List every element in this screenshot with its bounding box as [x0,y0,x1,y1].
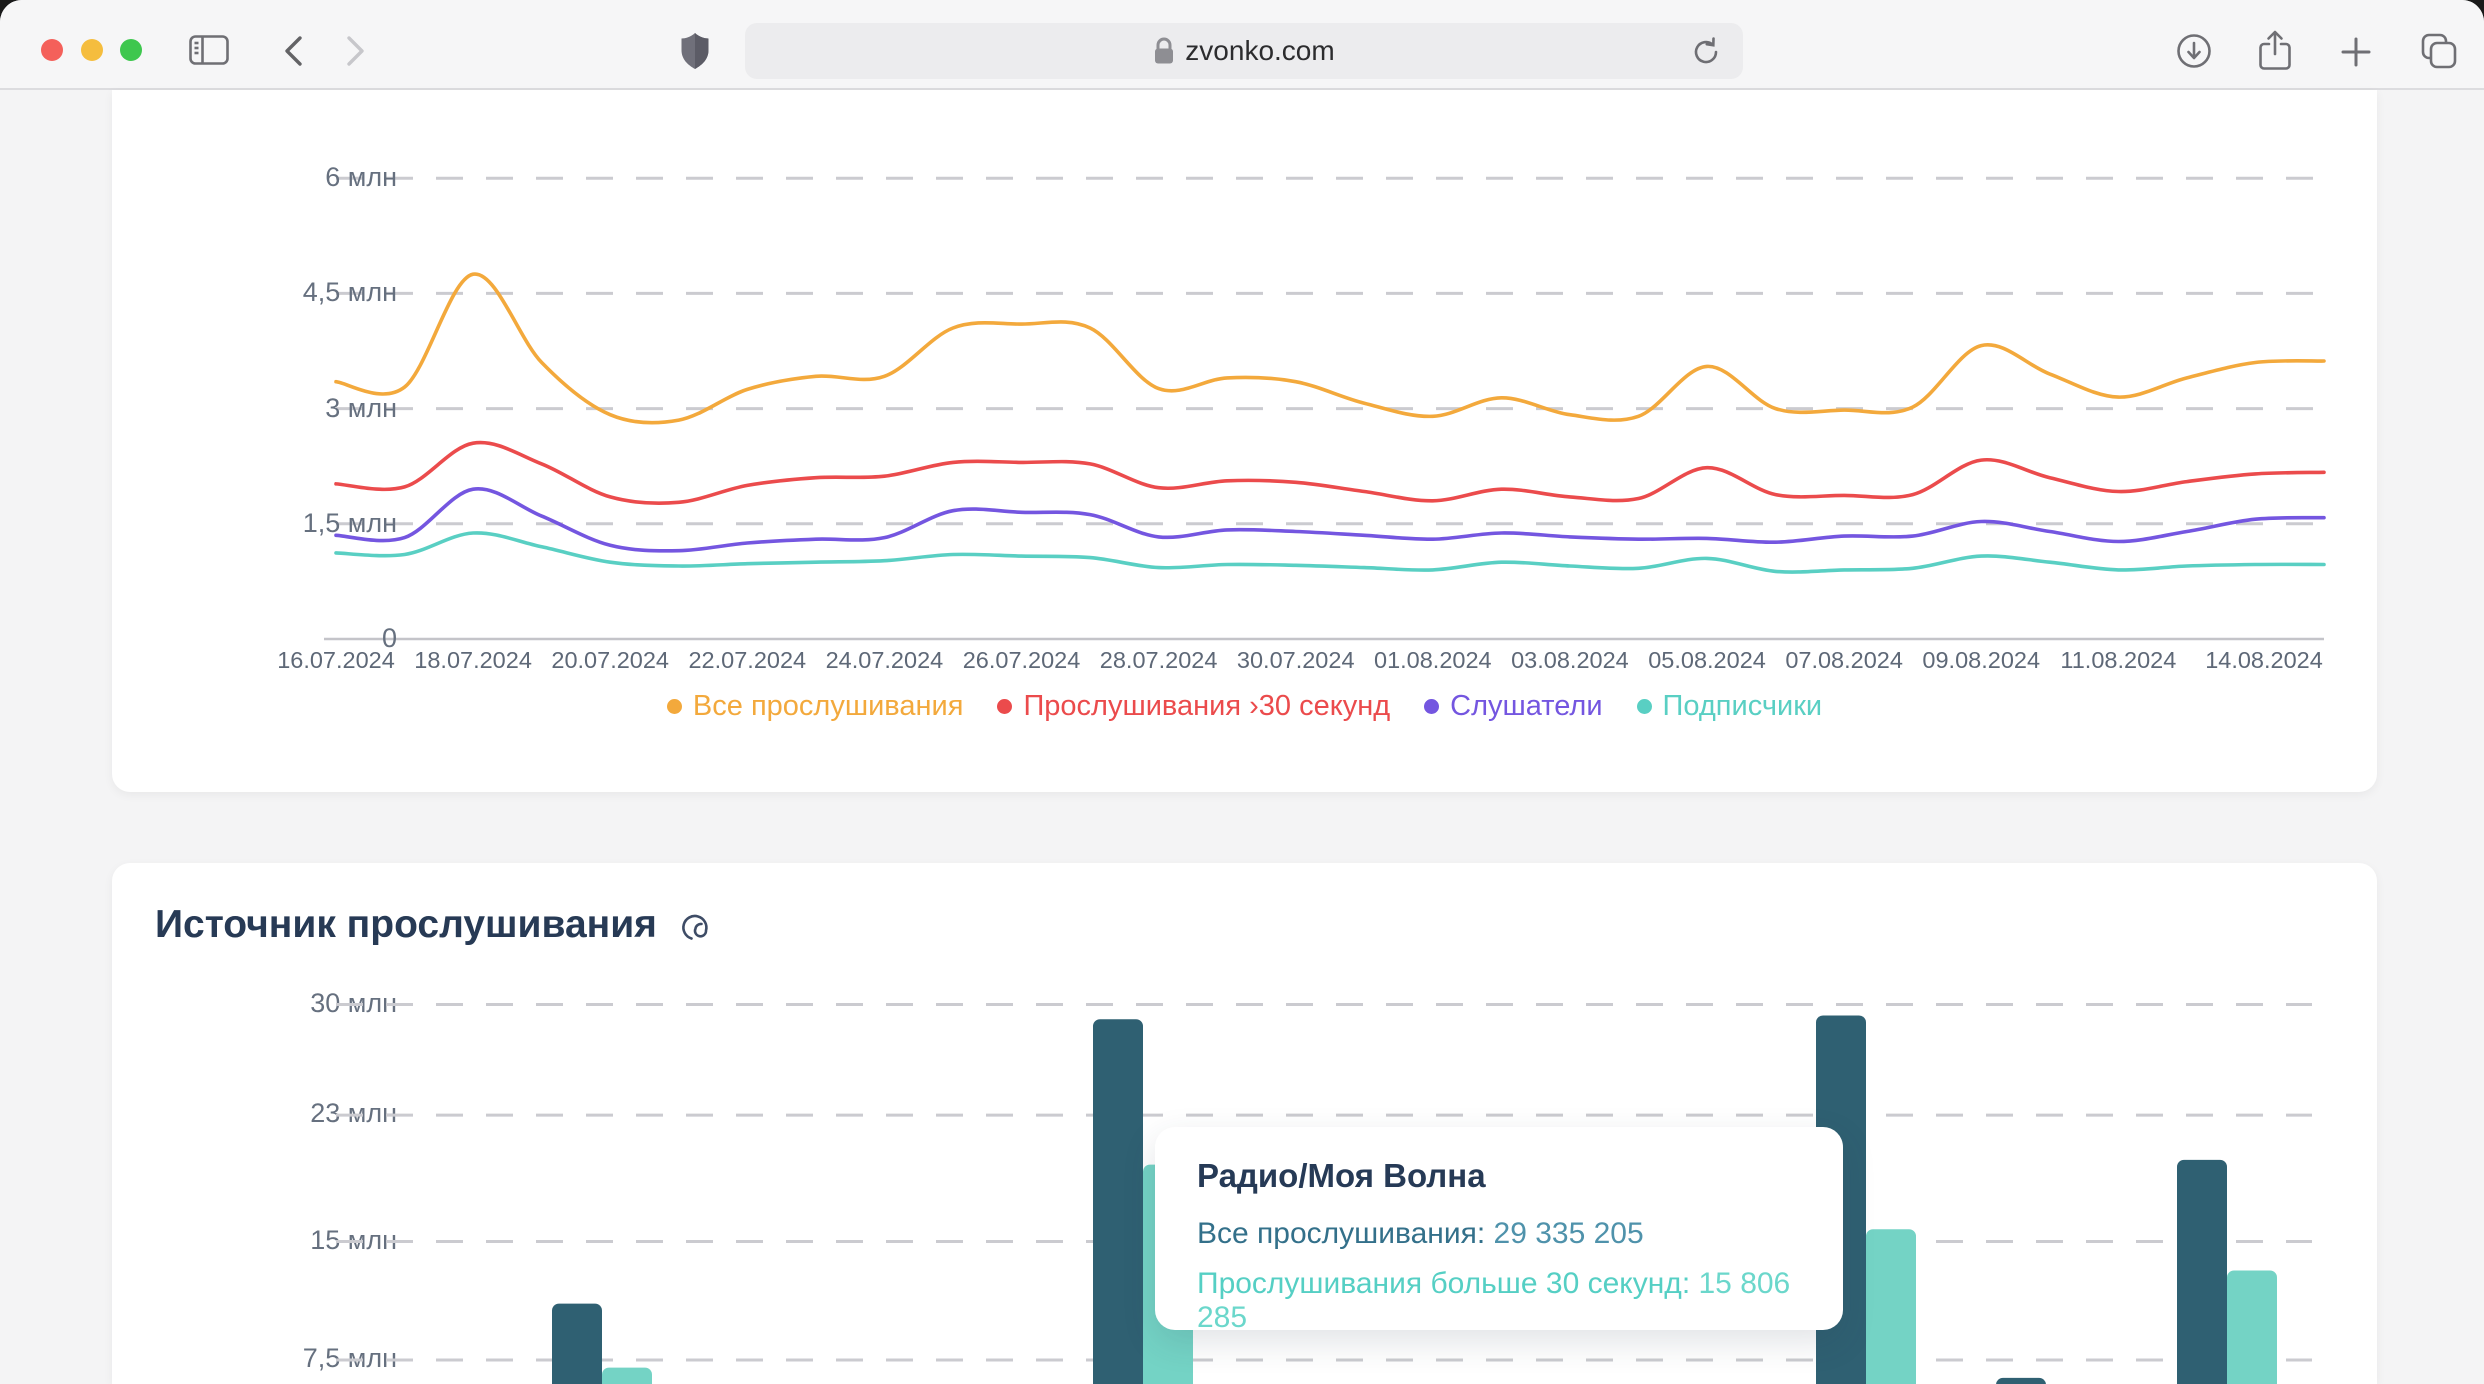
x-tick-label: 20.07.2024 [551,647,670,673]
padlock-icon [1153,36,1175,66]
bar-30s-listens[interactable] [2227,1270,2277,1384]
x-tick-label: 18.07.2024 [414,647,532,673]
line-series[interactable] [334,531,2326,574]
legend-dot-icon [997,699,1013,714]
browser-toolbar: zvonko.com [0,0,2484,90]
x-tick-label: 24.07.2024 [825,647,944,673]
y-tick-label: 3 млн [325,392,397,423]
x-tick-label: 26.07.2024 [962,647,1081,673]
address-bar[interactable]: zvonko.com [745,23,1743,79]
back-button-icon[interactable] [281,35,305,67]
x-tick-label: 30.07.2024 [1236,647,1355,673]
y-tick-label: 0 [381,623,397,653]
legend-label: Все прослушивания [692,690,964,722]
share-icon[interactable] [2257,30,2293,72]
bar-all-listens[interactable] [1093,1019,1143,1384]
bar-all-listens[interactable] [1996,1377,2046,1384]
x-tick-label: 05.08.2024 [1648,647,1766,673]
tooltip-30s-listens-value: 15 806 285 [1197,1267,1791,1334]
legend-label: Слушатели [1450,690,1603,722]
x-tick-label: 14.08.2024 [2205,647,2323,673]
tooltip-30s-listens-row: Прослушивания больше 30 секунд: 15 806 2… [1197,1267,1791,1334]
legend-dot-icon [1636,699,1652,714]
minimize-window-button[interactable] [81,39,103,61]
reload-icon[interactable] [1691,36,1721,68]
legend-item[interactable]: Все прослушивания [666,690,964,723]
x-tick-label: 01.08.2024 [1374,647,1492,673]
close-window-button[interactable] [41,39,63,61]
line-chart-plot[interactable] [112,90,2377,792]
x-tick-label: 28.07.2024 [1099,647,1218,673]
x-tick-label: 16.07.2024 [277,647,395,673]
x-tick-label: 09.08.2024 [1922,647,2041,673]
section-title: Источник прослушивания [155,903,657,946]
legend-dot-icon [1424,699,1440,714]
tooltip-all-listens-row: Все прослушивания: 29 335 205 [1197,1217,1644,1250]
line-chart-legend: Все прослушивания Прослушивания ›30 секун… [112,690,2377,723]
bar-all-listens[interactable] [2177,1159,2227,1384]
line-series[interactable] [334,272,2326,425]
tooltip-title: Радио/Моя Волна [1197,1157,1486,1194]
bar-all-listens[interactable] [552,1303,602,1384]
zoom-window-button[interactable] [120,39,142,61]
legend-item[interactable]: Прослушивания ›30 секунд [997,690,1390,723]
y-tick-label: 7,5 млн [302,1343,397,1373]
legend-label: Подписчики [1662,690,1823,722]
link-icon[interactable] [679,905,713,945]
url-text: zvonko.com [1185,35,1335,66]
privacy-shield-icon[interactable] [680,31,710,71]
bar-30s-listens[interactable] [1866,1229,1916,1384]
line-series[interactable] [334,440,2326,505]
bar-chart-tooltip: Радио/Моя Волна Все прослушивания: 29 33… [1155,1127,1843,1334]
y-tick-label: 15 млн [310,1224,397,1255]
legend-item[interactable]: Слушатели [1424,690,1603,723]
listens-line-chart-card: 6 млн 4,5 млн 3 млн 1,5 млн 0 16.07.2024 18.0… [112,90,2377,792]
legend-item[interactable]: Подписчики [1636,690,1823,723]
downloads-icon[interactable] [2176,33,2212,69]
sidebar-toggle-icon[interactable] [189,35,229,65]
x-tick-label: 07.08.2024 [1785,647,1903,673]
legend-label: Прослушивания ›30 секунд [1023,690,1391,722]
listen-source-card: Источник прослушивания 30 млн 23 млн 15 мл… [112,863,2377,1384]
x-tick-label: 22.07.2024 [688,647,807,673]
tooltip-all-listens-value: 29 335 205 [1493,1217,1644,1250]
y-tick-label: 1,5 млн [302,507,397,538]
y-tick-label: 4,5 млн [302,277,397,308]
y-tick-label: 30 млн [310,987,397,1018]
line-series[interactable] [334,487,2326,553]
forward-button-icon[interactable] [344,35,368,67]
x-tick-label: 11.08.2024 [2060,647,2177,673]
x-tick-label: 03.08.2024 [1511,647,1629,673]
legend-dot-icon [666,699,682,714]
y-tick-label: 23 млн [310,1098,397,1129]
bar-chart-plot[interactable] [112,863,2377,1384]
bar-30s-listens[interactable] [602,1367,652,1384]
y-tick-label: 6 млн [325,162,397,193]
tab-overview-icon[interactable] [2419,31,2459,71]
new-tab-icon[interactable] [2340,36,2372,68]
